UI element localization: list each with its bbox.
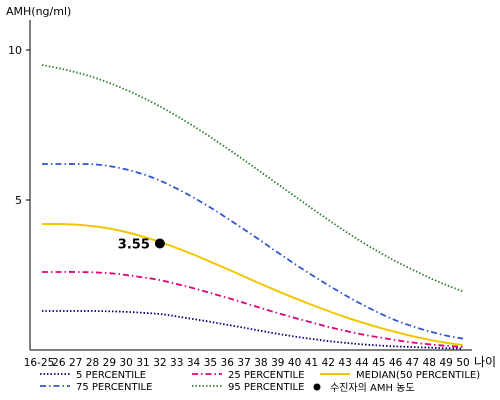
x-tick-label: 49 [439,357,452,369]
x-tick-label: 26 [52,357,66,369]
series-line-25-percentile [42,271,464,348]
y-tick-label: 5 [15,194,22,207]
x-tick-label: 32 [153,357,166,369]
x-tick-label: 29 [103,357,116,369]
x-axis-label: 나이 [474,355,496,369]
y-axis-label: AMH(ng/ml) [6,5,71,18]
x-tick-label: 35 [204,357,217,369]
x-tick-label: 47 [406,357,419,369]
legend-label-median-50-percentile: MEDIAN(50 PERCENTILE) [356,370,480,381]
legend-marker-swatch [313,383,321,391]
x-tick-label: 46 [389,357,403,369]
x-tick-label: 40 [288,357,301,369]
legend-label-75-percentile: 75 PERCENTILE [76,382,152,393]
series-line-5-percentile [42,310,464,350]
y-axis-ticks: 5 10 [8,44,30,207]
legend-label-5-percentile: 5 PERCENTILE [76,370,146,381]
legend: 5 PERCENTILE 25 PERCENTILE MEDIAN(50 PERCE… [40,370,480,394]
x-tick-label: 39 [271,357,284,369]
patient-amh-value-label: 3.55 [118,238,150,253]
series-line-95-percentile [41,64,464,293]
x-tick-label: 34 [187,357,201,369]
x-tick-label: 41 [305,357,318,369]
x-tick-label: 42 [322,357,335,369]
y-tick-label: 10 [8,44,22,57]
x-tick-label: 45 [372,357,385,369]
x-tick-label: 50 [456,357,469,369]
series-line-75-percentile [42,163,464,340]
legend-label-25-percentile: 25 PERCENTILE [228,370,304,381]
x-tick-label: 16-25 [24,357,55,369]
patient-amh-point [154,238,165,249]
x-tick-label: 28 [86,357,99,369]
x-tick-label: 43 [338,357,351,369]
x-tick-label: 33 [170,357,183,369]
legend-label-95-percentile: 95 PERCENTILE [228,382,304,393]
x-tick-label: 27 [69,357,82,369]
x-tick-label: 37 [237,357,250,369]
x-tick-label: 44 [355,357,369,369]
legend-label-patient-amh: 수진자의 AMH 농도 [330,382,415,394]
x-tick-label: 30 [120,357,133,369]
x-tick-label: 48 [423,357,436,369]
x-tick-label: 38 [254,357,267,369]
series-lines [41,64,464,350]
patient-marker: 3.55 [118,238,165,253]
series-line-median-50-percentile [41,222,464,347]
x-tick-label: 31 [136,357,149,369]
x-tick-label: 36 [221,357,235,369]
